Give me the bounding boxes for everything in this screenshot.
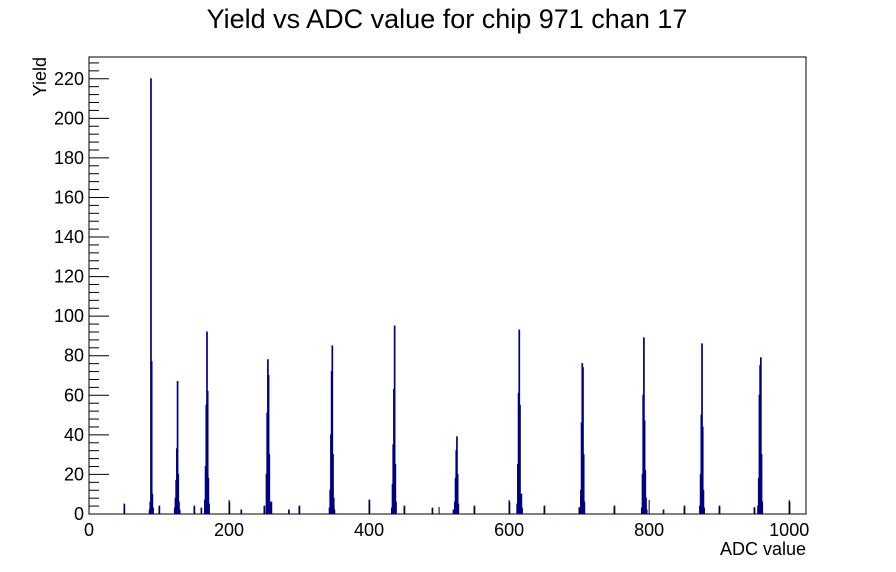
histogram-bin [520, 493, 523, 514]
chart-title: Yield vs ADC value for chip 971 chan 17 [207, 4, 688, 34]
y-tick-label: 140 [54, 227, 84, 247]
histogram-bin [582, 367, 584, 514]
histogram-bin [760, 454, 763, 514]
y-tick-label: 200 [54, 108, 84, 128]
histogram-bin [178, 509, 181, 514]
x-tick-label: 800 [634, 520, 664, 540]
histogram-bin [178, 501, 180, 514]
x-axis-label: ADC value [720, 539, 806, 559]
y-tick-label: 180 [54, 148, 84, 168]
histogram-bin [395, 501, 397, 514]
histogram-bin [240, 509, 243, 514]
histogram-bin [200, 507, 203, 514]
histogram-bin [394, 464, 397, 514]
histogram-bin [701, 426, 704, 514]
plot-frame [88, 56, 807, 515]
histogram-bin [208, 503, 210, 514]
y-tick-label: 80 [64, 346, 84, 366]
histogram-bin [150, 78, 152, 514]
histogram-bin [267, 375, 270, 514]
histogram-bin [151, 493, 154, 514]
histogram-bin [431, 507, 434, 514]
histogram-bin [662, 509, 665, 514]
histogram-bin [177, 473, 180, 514]
y-axis-label: Yield [30, 57, 50, 96]
x-tick-label: 0 [84, 520, 94, 540]
y-tick-label: 20 [64, 464, 84, 484]
histogram-bin [761, 501, 764, 514]
histogram-bin [150, 361, 153, 514]
y-tick-label: 100 [54, 306, 84, 326]
histogram-bin [176, 380, 179, 514]
x-tick-label: 1000 [769, 520, 809, 540]
x-axis: 0 200 400 600 800 1000 [84, 500, 809, 540]
histogram-bin [643, 420, 646, 514]
x-tick-label: 200 [214, 520, 244, 540]
y-tick-label: 60 [64, 385, 84, 405]
histogram-bin [269, 501, 271, 514]
histogram-bin [702, 489, 705, 514]
histogram-bin [645, 509, 648, 514]
histogram-bin [703, 507, 705, 514]
histogram-bin [457, 503, 460, 514]
x-tick-label: 600 [494, 520, 524, 540]
histogram-bin [521, 507, 523, 514]
histogram-bin [332, 497, 335, 514]
histogram-bin [288, 509, 290, 514]
histogram-bin [582, 454, 585, 514]
x-tick-label: 400 [354, 520, 384, 540]
y-tick-label: 40 [64, 425, 84, 445]
y-tick-label: 160 [54, 187, 84, 207]
y-tick-label: 220 [54, 69, 84, 89]
histogram-bin [583, 501, 586, 514]
y-tick-label: 120 [54, 267, 84, 287]
histogram-bin [644, 469, 647, 514]
histogram-bars [123, 78, 791, 514]
histogram-bin [207, 477, 210, 514]
histogram-bin [519, 404, 521, 514]
y-tick-label: 0 [74, 504, 84, 524]
histogram-bin [452, 509, 455, 514]
histogram-bin [332, 454, 334, 514]
histogram-bin [206, 390, 209, 514]
histogram-bin [393, 325, 396, 514]
y-axis: 0 20 40 60 80 100 120 140 160 180 200 220 [54, 62, 109, 524]
histogram-bin [759, 357, 762, 514]
histogram-bin [270, 501, 273, 514]
histogram-bin [268, 454, 271, 514]
histogram-bin [331, 345, 334, 514]
histogram-bin [645, 497, 647, 514]
histogram-bin [456, 473, 459, 514]
histogram-bin [152, 507, 154, 514]
